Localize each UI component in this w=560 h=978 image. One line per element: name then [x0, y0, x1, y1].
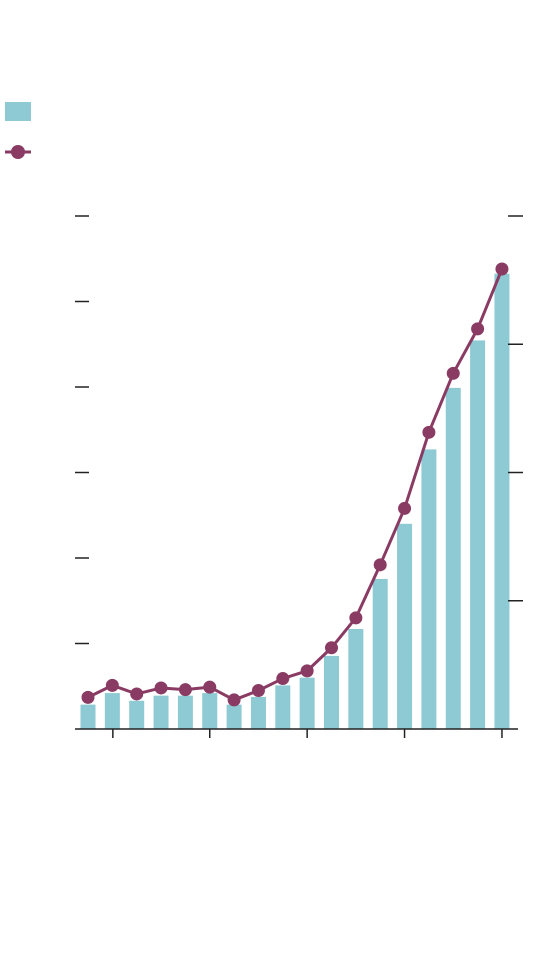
bar: [299, 677, 315, 729]
bar-series: [80, 273, 510, 729]
bar: [494, 273, 510, 729]
line-point: [325, 641, 338, 655]
legend-bar-swatch: [5, 102, 31, 121]
bar: [177, 695, 193, 729]
line-point: [130, 687, 144, 701]
bar: [104, 693, 120, 729]
line-point: [349, 611, 363, 625]
bar: [202, 693, 218, 729]
bar: [226, 704, 242, 729]
bar: [421, 449, 437, 729]
line-point: [471, 322, 485, 336]
bar: [153, 695, 169, 729]
bar: [445, 387, 461, 729]
line-point: [178, 683, 192, 697]
bar: [397, 523, 413, 729]
line-point: [276, 672, 290, 686]
bar: [372, 578, 388, 729]
line-point: [105, 678, 119, 692]
bar: [348, 628, 364, 729]
bar: [250, 696, 266, 729]
line-point: [398, 501, 412, 515]
bar: [324, 655, 339, 729]
line-point: [495, 262, 509, 276]
line-point: [227, 693, 241, 707]
line-point: [446, 366, 460, 380]
axes: [75, 215, 523, 738]
bar: [80, 704, 96, 729]
line-point: [251, 684, 265, 698]
line-point: [300, 664, 314, 678]
line-series: [81, 262, 509, 707]
bar: [275, 685, 291, 729]
line-path: [87, 268, 504, 702]
bar: [129, 700, 145, 729]
bar: [470, 340, 486, 729]
legend: [5, 102, 31, 159]
legend-line-marker: [11, 145, 25, 159]
line-point: [422, 425, 436, 439]
line-point: [373, 558, 387, 572]
line-point: [81, 690, 95, 704]
line-point: [154, 681, 168, 695]
line-point: [203, 680, 217, 694]
